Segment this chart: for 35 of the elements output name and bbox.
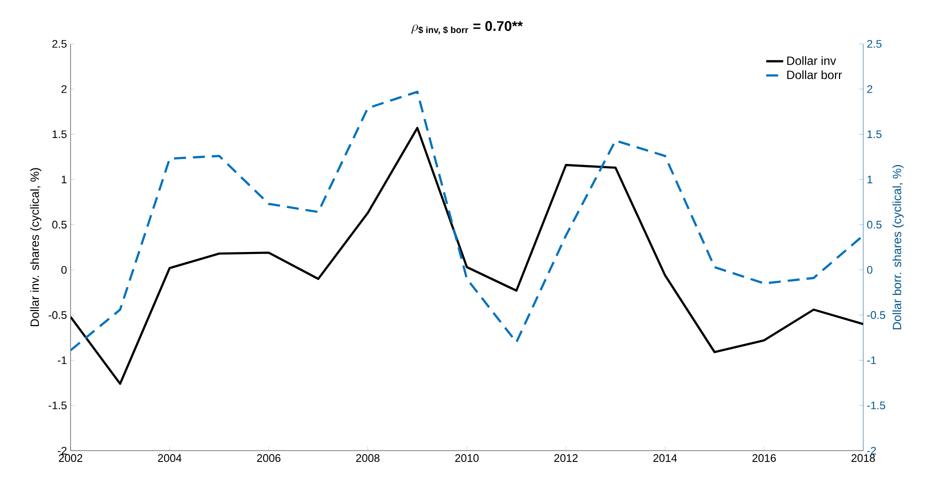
- y2-tick-label: -1.5: [867, 402, 886, 410]
- y2-tick-label: 2.5: [867, 40, 882, 48]
- y-tick-label: 2.5: [52, 40, 67, 48]
- y-tick-label: 0: [61, 266, 67, 274]
- y-axis-title: Dollar inv. shares (cyclical, %): [30, 168, 42, 326]
- y2-tick-label: -1: [867, 356, 876, 364]
- legend-label: Dollar borr: [787, 70, 842, 80]
- y2-axis-title: Dollar borr. shares (cyclical, %): [892, 165, 904, 330]
- x-tick-label: 2004: [158, 454, 182, 462]
- y-tick-label: 1.5: [52, 130, 67, 138]
- y2-tick-label: 0: [867, 266, 872, 274]
- x-tick-label: 2002: [58, 454, 82, 462]
- x-tick-label: 2016: [752, 454, 776, 462]
- x-tick-label: 2006: [257, 454, 280, 462]
- y-tick-label: 0.5: [52, 221, 67, 229]
- y-tick-label: 1: [62, 176, 67, 184]
- y2-tick-label: 1.5: [868, 130, 882, 138]
- x-tick-label: 2018: [852, 454, 875, 462]
- y-tick-label: -0.5: [48, 311, 67, 320]
- y2-tick-label: 1: [868, 176, 872, 184]
- y2-tick-label: -0.5: [867, 311, 886, 320]
- legend-label: Dollar inv: [787, 56, 836, 66]
- y2-tick-label: 0.5: [867, 221, 882, 229]
- y2-tick-label: -2: [867, 447, 876, 455]
- chart-title: $\rho_{\mbox{\bfseries\small \$ inv, \$ borr}}\ \mbox{\bfseries = 0.70**}$: [411, 21, 523, 35]
- y-tick-label: 2: [62, 85, 67, 94]
- x-tick-label: 2012: [554, 454, 578, 462]
- y-tick-label: -1.5: [48, 402, 67, 410]
- y-tick-label: -2: [58, 447, 67, 455]
- y-tick-label: -1: [58, 356, 67, 364]
- y2-tick-label: 2: [867, 85, 872, 94]
- x-tick-label: 2008: [356, 454, 380, 462]
- line-series: [70, 90, 864, 352]
- x-tick-label: 2010: [455, 454, 479, 462]
- x-tick-label: 2014: [653, 454, 677, 462]
